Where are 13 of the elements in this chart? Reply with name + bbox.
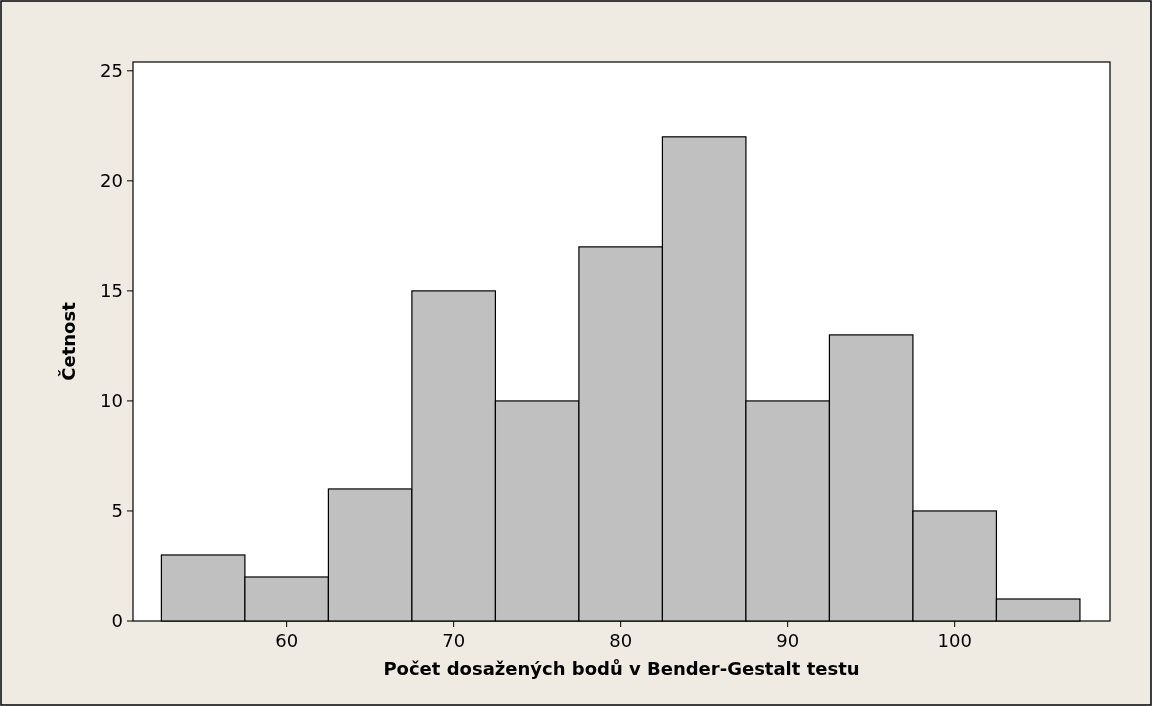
y-tick-label: 15 (100, 280, 123, 302)
y-tick-label: 25 (100, 60, 123, 82)
x-tick-label: 70 (442, 630, 466, 651)
x-tick-label: 80 (609, 630, 633, 651)
y-axis-title: Četnost (58, 301, 79, 381)
y-tick-label: 0 (111, 610, 123, 632)
y-tick-label: 10 (100, 390, 123, 412)
y-tick-label: 5 (111, 500, 123, 522)
x-tick-label: 60 (275, 630, 299, 651)
y-tick-label: 20 (100, 170, 123, 192)
x-tick-label: 100 (937, 630, 972, 651)
x-tick-label: 90 (776, 630, 800, 651)
x-axis-title: Počet dosažených bodů v Bender-Gestalt testu (383, 658, 860, 679)
